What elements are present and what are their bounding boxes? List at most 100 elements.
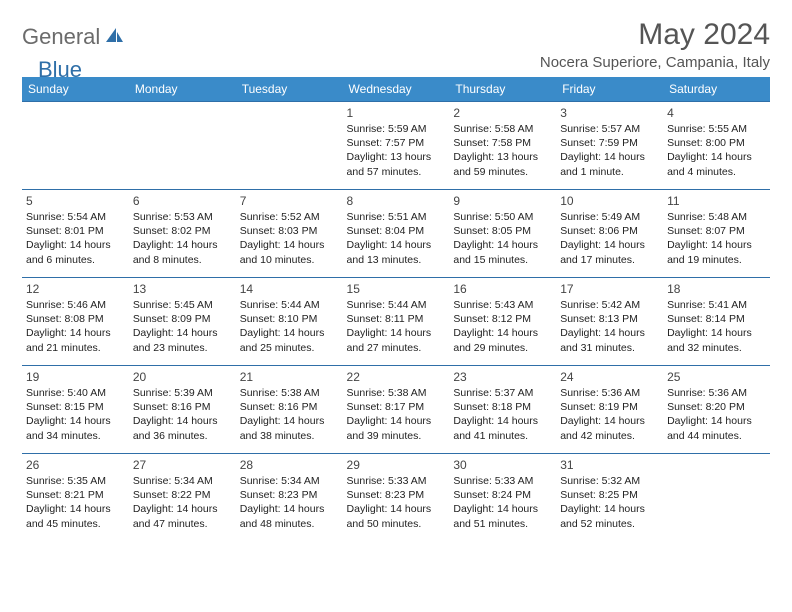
weekday-header: Saturday	[663, 77, 770, 102]
day-number: 4	[667, 106, 766, 120]
day-info: Sunrise: 5:42 AMSunset: 8:13 PMDaylight:…	[560, 298, 659, 355]
calendar-cell: 5 Sunrise: 5:54 AMSunset: 8:01 PMDaylight…	[22, 190, 129, 278]
day-info: Sunrise: 5:39 AMSunset: 8:16 PMDaylight:…	[133, 386, 232, 443]
header: General May 2024 Nocera Superiore, Campa…	[22, 18, 770, 71]
day-info: Sunrise: 5:33 AMSunset: 8:24 PMDaylight:…	[453, 474, 552, 531]
calendar-cell: 10 Sunrise: 5:49 AMSunset: 8:06 PMDayligh…	[556, 190, 663, 278]
calendar-cell: 17 Sunrise: 5:42 AMSunset: 8:13 PMDayligh…	[556, 278, 663, 366]
day-info: Sunrise: 5:48 AMSunset: 8:07 PMDaylight:…	[667, 210, 766, 267]
day-info: Sunrise: 5:49 AMSunset: 8:06 PMDaylight:…	[560, 210, 659, 267]
day-number: 7	[240, 194, 339, 208]
calendar-cell: 28Sunrise: 5:34 AMSunset: 8:23 PMDayligh…	[236, 454, 343, 542]
day-number: 2	[453, 106, 552, 120]
day-number: 29	[347, 458, 446, 472]
day-number: 16	[453, 282, 552, 296]
calendar-cell: 30 Sunrise: 5:33 AMSunset: 8:24 PMDayligh…	[449, 454, 556, 542]
day-info: Sunrise: 5:57 AMSunset: 7:59 PMDaylight:…	[560, 122, 659, 179]
calendar-cell: 20 Sunrise: 5:39 AMSunset: 8:16 PMDayligh…	[129, 366, 236, 454]
day-number: 11	[667, 194, 766, 208]
calendar-cell: 24 Sunrise: 5:36 AMSunset: 8:19 PMDayligh…	[556, 366, 663, 454]
calendar-header-row: SundayMondayTuesdayWednesdayThursdayFrid…	[22, 77, 770, 102]
day-number: 23	[453, 370, 552, 384]
day-number: 22	[347, 370, 446, 384]
month-title: May 2024	[540, 18, 770, 52]
day-number: 24	[560, 370, 659, 384]
day-info: Sunrise: 5:37 AMSunset: 8:18 PMDaylight:…	[453, 386, 552, 443]
day-number: 19	[26, 370, 125, 384]
day-number: 28	[240, 458, 339, 472]
day-info: Sunrise: 5:55 AMSunset: 8:00 PMDaylight:…	[667, 122, 766, 179]
day-number: 31	[560, 458, 659, 472]
day-number: 12	[26, 282, 125, 296]
calendar-cell: 22 Sunrise: 5:38 AMSunset: 8:17 PMDayligh…	[343, 366, 450, 454]
day-info: Sunrise: 5:59 AMSunset: 7:57 PMDaylight:…	[347, 122, 446, 179]
calendar-cell: 14Sunrise: 5:44 AMSunset: 8:10 PMDayligh…	[236, 278, 343, 366]
day-number: 27	[133, 458, 232, 472]
day-info: Sunrise: 5:52 AMSunset: 8:03 PMDaylight:…	[240, 210, 339, 267]
calendar-cell	[236, 102, 343, 190]
calendar-cell: 12 Sunrise: 5:46 AMSunset: 8:08 PMDayligh…	[22, 278, 129, 366]
weekday-header: Friday	[556, 77, 663, 102]
calendar-cell: 26 Sunrise: 5:35 AMSunset: 8:21 PMDayligh…	[22, 454, 129, 542]
day-info: Sunrise: 5:53 AMSunset: 8:02 PMDaylight:…	[133, 210, 232, 267]
day-info: Sunrise: 5:43 AMSunset: 8:12 PMDaylight:…	[453, 298, 552, 355]
day-info: Sunrise: 5:58 AMSunset: 7:58 PMDaylight:…	[453, 122, 552, 179]
title-block: May 2024 Nocera Superiore, Campania, Ita…	[540, 18, 770, 71]
day-info: Sunrise: 5:38 AMSunset: 8:17 PMDaylight:…	[347, 386, 446, 443]
day-number: 5	[26, 194, 125, 208]
calendar-cell: 1 Sunrise: 5:59 AMSunset: 7:57 PMDaylight…	[343, 102, 450, 190]
calendar-cell: 18Sunrise: 5:41 AMSunset: 8:14 PMDayligh…	[663, 278, 770, 366]
calendar-cell: 4 Sunrise: 5:55 AMSunset: 8:00 PMDaylight…	[663, 102, 770, 190]
calendar-week-row: 12 Sunrise: 5:46 AMSunset: 8:08 PMDayligh…	[22, 278, 770, 366]
day-number: 10	[560, 194, 659, 208]
day-number: 17	[560, 282, 659, 296]
calendar-cell	[129, 102, 236, 190]
day-number: 26	[26, 458, 125, 472]
calendar-cell: 27 Sunrise: 5:34 AMSunset: 8:22 PMDayligh…	[129, 454, 236, 542]
day-info: Sunrise: 5:33 AMSunset: 8:23 PMDaylight:…	[347, 474, 446, 531]
day-number: 18	[667, 282, 766, 296]
day-number: 21	[240, 370, 339, 384]
day-number: 8	[347, 194, 446, 208]
day-number: 3	[560, 106, 659, 120]
calendar-week-row: 5 Sunrise: 5:54 AMSunset: 8:01 PMDaylight…	[22, 190, 770, 278]
day-number: 30	[453, 458, 552, 472]
day-info: Sunrise: 5:35 AMSunset: 8:21 PMDaylight:…	[26, 474, 125, 531]
calendar-cell: 25Sunrise: 5:36 AMSunset: 8:20 PMDayligh…	[663, 366, 770, 454]
brand-part2: Blue	[38, 57, 82, 83]
calendar-table: SundayMondayTuesdayWednesdayThursdayFrid…	[22, 77, 770, 542]
brand-sail-icon	[104, 26, 124, 49]
calendar-cell	[22, 102, 129, 190]
day-info: Sunrise: 5:36 AMSunset: 8:20 PMDaylight:…	[667, 386, 766, 443]
calendar-week-row: 1 Sunrise: 5:59 AMSunset: 7:57 PMDaylight…	[22, 102, 770, 190]
day-number: 1	[347, 106, 446, 120]
calendar-cell: 3 Sunrise: 5:57 AMSunset: 7:59 PMDaylight…	[556, 102, 663, 190]
day-number: 14	[240, 282, 339, 296]
calendar-cell: 7 Sunrise: 5:52 AMSunset: 8:03 PMDaylight…	[236, 190, 343, 278]
day-number: 13	[133, 282, 232, 296]
calendar-cell: 19 Sunrise: 5:40 AMSunset: 8:15 PMDayligh…	[22, 366, 129, 454]
day-info: Sunrise: 5:36 AMSunset: 8:19 PMDaylight:…	[560, 386, 659, 443]
calendar-cell: 23 Sunrise: 5:37 AMSunset: 8:18 PMDayligh…	[449, 366, 556, 454]
day-info: Sunrise: 5:50 AMSunset: 8:05 PMDaylight:…	[453, 210, 552, 267]
day-number: 9	[453, 194, 552, 208]
calendar-cell: 9 Sunrise: 5:50 AMSunset: 8:05 PMDaylight…	[449, 190, 556, 278]
calendar-cell: 13Sunrise: 5:45 AMSunset: 8:09 PMDayligh…	[129, 278, 236, 366]
day-info: Sunrise: 5:54 AMSunset: 8:01 PMDaylight:…	[26, 210, 125, 267]
brand-part1: General	[22, 24, 100, 50]
day-number: 20	[133, 370, 232, 384]
day-info: Sunrise: 5:40 AMSunset: 8:15 PMDaylight:…	[26, 386, 125, 443]
calendar-cell: 11 Sunrise: 5:48 AMSunset: 8:07 PMDayligh…	[663, 190, 770, 278]
calendar-body: 1 Sunrise: 5:59 AMSunset: 7:57 PMDaylight…	[22, 102, 770, 542]
calendar-cell	[663, 454, 770, 542]
day-info: Sunrise: 5:46 AMSunset: 8:08 PMDaylight:…	[26, 298, 125, 355]
weekday-header: Wednesday	[343, 77, 450, 102]
day-info: Sunrise: 5:34 AMSunset: 8:22 PMDaylight:…	[133, 474, 232, 531]
calendar-cell: 16 Sunrise: 5:43 AMSunset: 8:12 PMDayligh…	[449, 278, 556, 366]
day-info: Sunrise: 5:38 AMSunset: 8:16 PMDaylight:…	[240, 386, 339, 443]
location-text: Nocera Superiore, Campania, Italy	[540, 54, 770, 71]
day-number: 15	[347, 282, 446, 296]
day-info: Sunrise: 5:32 AMSunset: 8:25 PMDaylight:…	[560, 474, 659, 531]
calendar-cell: 15Sunrise: 5:44 AMSunset: 8:11 PMDayligh…	[343, 278, 450, 366]
calendar-cell: 6Sunrise: 5:53 AMSunset: 8:02 PMDaylight…	[129, 190, 236, 278]
